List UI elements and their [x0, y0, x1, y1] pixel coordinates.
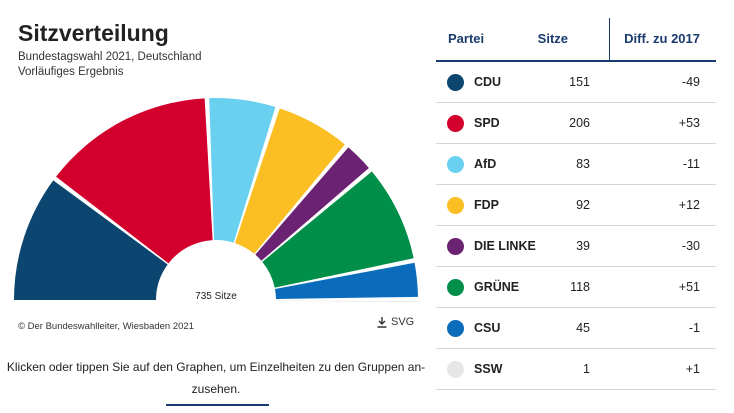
- party-color-dot: [447, 238, 464, 255]
- party-diff: +1: [685, 362, 700, 376]
- party-seats: 151: [569, 75, 590, 89]
- chart-subtitle: Bundestagswahl 2021, Deutschland Vorläuf…: [18, 50, 202, 80]
- center-label: 735 Sitze: [195, 291, 237, 302]
- seat-segment-fdp[interactable]: [234, 108, 345, 254]
- party-name: FDP: [474, 198, 499, 212]
- seat-segment-cdu[interactable]: [14, 180, 168, 300]
- party-seats: 83: [576, 157, 590, 171]
- column-header-seats: Sitze: [537, 31, 568, 46]
- page-title: Sitzverteilung: [18, 20, 169, 46]
- seats-table: Partei Sitze Diff. zu 2017 CDU 151 -49 SPD 2…: [436, 18, 716, 390]
- party-diff: -49: [681, 75, 700, 89]
- subtitle-status: Vorläufiges Ergebnis: [18, 66, 124, 78]
- party-name: SPD: [474, 116, 500, 130]
- party-color-dot: [447, 279, 464, 296]
- instruction-line-1: Klicken oder tippen Sie auf den Graphen,…: [6, 360, 426, 374]
- party-name: DIE LINKE: [474, 239, 536, 253]
- instruction-text: Klicken oder tippen Sie auf den Graphen,…: [6, 356, 426, 400]
- seat-segment-spd[interactable]: [56, 98, 213, 264]
- copyright-credit: © Der Bundeswahlleiter, Wiesbaden 2021: [18, 321, 194, 332]
- party-color-dot: [447, 361, 464, 378]
- party-diff: -11: [682, 157, 700, 171]
- download-label: SVG: [391, 316, 415, 328]
- seat-segment-afd[interactable]: [209, 97, 276, 243]
- party-name: CSU: [474, 321, 501, 335]
- party-diff: +12: [678, 198, 700, 212]
- party-seats: 45: [576, 321, 590, 335]
- table-row[interactable]: AfD 83 -11: [436, 144, 716, 185]
- party-seats: 92: [576, 198, 590, 212]
- download-svg-button[interactable]: SVG: [376, 316, 414, 328]
- party-color-dot: [447, 115, 464, 132]
- seat-segment-die-linke[interactable]: [255, 147, 369, 261]
- party-name: GRÜNE: [474, 280, 520, 294]
- party-color-dot: [447, 197, 464, 214]
- party-name: SSW: [474, 362, 503, 376]
- instruction-underline: [166, 404, 269, 406]
- party-diff: -30: [681, 239, 700, 253]
- party-seats: 206: [569, 116, 590, 130]
- party-seats: 118: [570, 280, 590, 294]
- party-color-dot: [447, 320, 464, 337]
- chart-segments: [14, 97, 418, 303]
- party-color-dot: [447, 74, 464, 91]
- subtitle-election: Bundestagswahl 2021, Deutschland: [18, 51, 202, 63]
- party-diff: +53: [678, 116, 700, 130]
- seat-distribution-chart[interactable]: 735 Sitze: [0, 0, 430, 320]
- column-header-party: Partei: [448, 31, 485, 46]
- table-header: Partei Sitze Diff. zu 2017: [436, 18, 716, 62]
- party-color-dot: [447, 156, 464, 173]
- seat-segment-csu[interactable]: [274, 262, 418, 300]
- table-row[interactable]: CSU 45 -1: [436, 308, 716, 349]
- seat-segment-grüne[interactable]: [262, 171, 414, 288]
- download-icon: [377, 317, 387, 328]
- column-divider: [609, 18, 610, 60]
- instruction-line-2: zusehen.: [191, 382, 241, 396]
- table-row[interactable]: FDP 92 +12: [436, 185, 716, 226]
- table-row[interactable]: SPD 206 +53: [436, 103, 716, 144]
- party-diff: +51: [678, 280, 700, 294]
- table-row[interactable]: CDU 151 -49: [436, 62, 716, 103]
- table-body: CDU 151 -49 SPD 206 +53 AfD 83 -11 FDP 92 +12 DIE LI…: [436, 62, 716, 390]
- table-row[interactable]: DIE LINKE 39 -30: [436, 226, 716, 267]
- party-diff: -1: [688, 321, 700, 335]
- party-name: AfD: [474, 157, 497, 171]
- party-seats: 1: [583, 362, 590, 376]
- column-header-diff: Diff. zu 2017: [624, 31, 700, 46]
- table-row[interactable]: SSW 1 +1: [436, 349, 716, 390]
- seat-segment-ssw[interactable]: [276, 300, 418, 303]
- table-row[interactable]: GRÜNE 118 +51: [436, 267, 716, 308]
- party-seats: 39: [576, 239, 590, 253]
- party-name: CDU: [474, 75, 502, 89]
